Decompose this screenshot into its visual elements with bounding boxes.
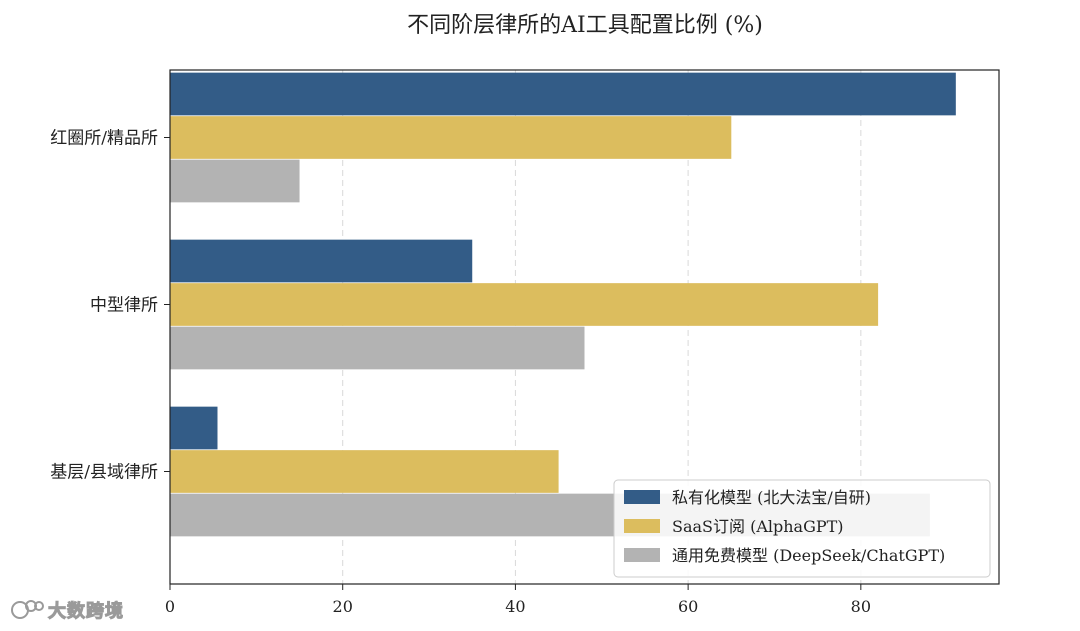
x-tick-label: 0 (165, 597, 175, 616)
bar (170, 239, 473, 283)
legend-box (613, 479, 991, 578)
legend-label: SaaS订阅 (AlphaGPT) (672, 517, 844, 536)
legend-swatch (624, 490, 660, 504)
legend-swatch (624, 519, 660, 533)
plot-frame (169, 69, 1000, 585)
watermark-logo-icon (11, 600, 44, 619)
bars (170, 72, 956, 537)
bar (170, 283, 879, 326)
x-tick-label: 40 (505, 597, 525, 616)
y-tick-label: 基层/县域律所 (50, 463, 158, 483)
bar (170, 116, 732, 159)
watermark-text: 大数跨境 (48, 601, 124, 623)
bar (170, 406, 218, 450)
bar (170, 326, 585, 370)
bar (170, 450, 559, 493)
bar (170, 72, 956, 116)
legend-label: 私有化模型 (北大法宝/自研) (672, 488, 871, 507)
x-tick-label: 60 (678, 597, 698, 616)
x-tick-label: 20 (333, 597, 353, 616)
legend: 私有化模型 (北大法宝/自研) SaaS订阅 (AlphaGPT) 通用免费模型 (… (613, 479, 991, 578)
y-tick-label: 红圈所/精品所 (50, 129, 158, 149)
x-tick-label: 80 (851, 597, 871, 616)
chart-title: 不同阶层律所的AI工具配置比例 (%) (407, 13, 763, 38)
legend-label: 通用免费模型 (DeepSeek/ChatGPT) (672, 546, 945, 565)
watermark: 大数跨境 (10, 596, 150, 624)
bar (170, 159, 300, 203)
y-tick-label: 中型律所 (90, 296, 158, 316)
legend-swatch (624, 548, 660, 562)
